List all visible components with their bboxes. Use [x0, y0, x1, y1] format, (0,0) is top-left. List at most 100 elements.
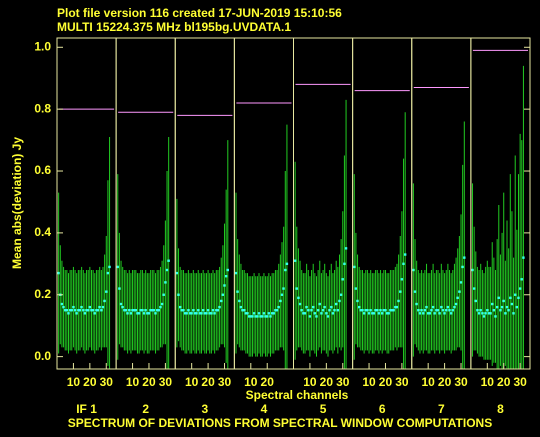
data-point: [197, 309, 200, 312]
data-point: [494, 315, 497, 318]
data-point: [160, 302, 164, 306]
data-point: [155, 309, 159, 312]
data-point: [82, 309, 85, 312]
data-point: [321, 309, 325, 312]
data-point: [395, 305, 399, 309]
data-point: [151, 309, 154, 312]
data-point: [330, 305, 333, 309]
x-tick-label: 20: [497, 375, 511, 389]
data-point: [205, 312, 208, 315]
data-point: [433, 312, 436, 315]
data-point: [167, 259, 170, 262]
data-point: [509, 296, 512, 300]
panel-label: IF 1: [76, 402, 97, 416]
data-point: [323, 305, 326, 309]
data-point: [183, 312, 187, 315]
data-point: [131, 309, 134, 312]
data-point: [430, 309, 433, 312]
data-point: [435, 309, 438, 312]
data-point: [88, 305, 92, 309]
x-tick-label: 10: [244, 375, 258, 389]
chart-subtitle: MULTI 15224.375 MHz bl195bg.UVDATA.1: [57, 20, 291, 34]
data-point: [489, 312, 492, 315]
data-point: [78, 309, 82, 312]
x-tick-label: 20: [379, 375, 393, 389]
panel-label: 2: [142, 402, 149, 416]
data-point: [164, 281, 167, 284]
data-point: [256, 315, 259, 318]
data-point: [157, 309, 161, 312]
data-point: [200, 312, 203, 315]
data-point: [85, 309, 88, 312]
data-point: [336, 309, 340, 312]
data-point: [282, 287, 285, 290]
y-tick-label: 0.6: [34, 163, 51, 177]
data-point: [190, 312, 193, 315]
data-point: [514, 293, 517, 296]
x-tick-label: 30: [159, 375, 173, 389]
data-point: [362, 312, 366, 315]
data-point: [471, 268, 474, 272]
data-point: [267, 312, 271, 315]
data-point: [100, 309, 103, 312]
data-point: [221, 293, 225, 296]
data-point: [497, 296, 500, 300]
data-point: [384, 309, 387, 312]
data-point: [251, 315, 254, 318]
data-point: [417, 309, 420, 312]
data-point: [453, 305, 456, 309]
data-point: [482, 315, 486, 318]
data-point: [400, 278, 404, 281]
data-point: [297, 296, 300, 300]
data-point: [118, 287, 121, 290]
data-point: [394, 305, 397, 309]
x-tick-label: 30: [513, 375, 527, 389]
data-point: [73, 309, 77, 312]
data-point: [223, 284, 226, 287]
data-point: [326, 315, 330, 318]
data-point: [192, 309, 195, 312]
data-point: [149, 309, 152, 312]
data-point: [105, 290, 108, 293]
data-point: [487, 312, 491, 315]
data-point: [477, 312, 481, 315]
data-point: [210, 312, 213, 315]
data-point: [510, 302, 514, 306]
data-point: [341, 278, 344, 281]
x-tick-label: 10: [126, 375, 140, 389]
data-point: [187, 309, 190, 312]
data-point: [302, 312, 305, 315]
data-point: [320, 312, 323, 315]
data-point: [303, 312, 307, 315]
panel-label: 6: [379, 402, 386, 416]
data-point: [295, 287, 298, 290]
data-point: [418, 312, 422, 315]
data-point: [458, 290, 461, 293]
data-point: [234, 271, 238, 275]
data-point: [137, 312, 141, 315]
data-point: [241, 309, 244, 312]
x-tick-label: 20: [320, 375, 334, 389]
data-point: [517, 296, 520, 300]
data-point: [198, 312, 202, 315]
x-tick-label: 30: [336, 375, 350, 389]
data-point: [175, 271, 179, 275]
data-point: [486, 309, 489, 312]
data-point: [331, 312, 335, 315]
data-point: [399, 290, 402, 293]
data-point: [343, 262, 346, 266]
data-point: [116, 265, 119, 269]
data-point: [389, 309, 392, 312]
data-point: [308, 315, 312, 318]
data-point: [305, 305, 308, 309]
data-point: [426, 312, 430, 315]
data-point: [177, 293, 180, 296]
caption: SPECTRUM OF DEVIATIONS FROM SPECTRAL WIN…: [68, 416, 492, 430]
data-point: [344, 247, 348, 250]
data-point: [216, 309, 220, 312]
data-point: [382, 309, 386, 312]
data-point: [208, 312, 211, 315]
data-point: [272, 312, 275, 315]
data-point: [144, 309, 147, 312]
data-point: [335, 302, 338, 306]
